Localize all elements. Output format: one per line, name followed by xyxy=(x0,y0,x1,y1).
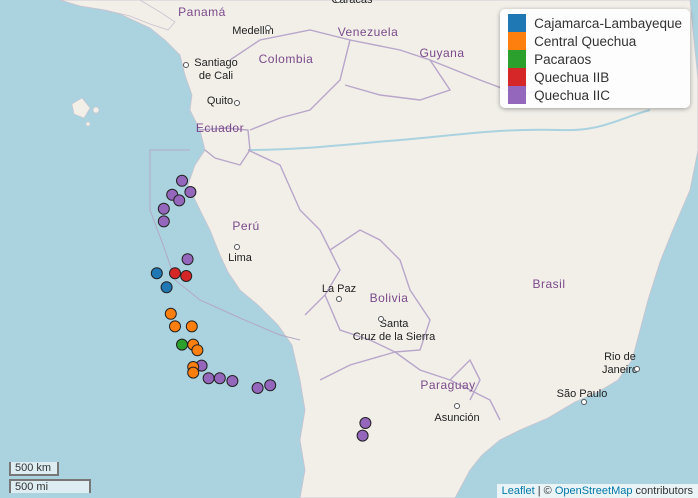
city-dot xyxy=(634,366,640,372)
city-label: Lima xyxy=(228,252,253,264)
scale-km: 500 km xyxy=(9,462,59,476)
legend-swatch xyxy=(508,32,527,50)
city-dot xyxy=(378,316,384,322)
city-dot xyxy=(234,244,240,250)
marker-central-quechua[interactable] xyxy=(191,344,204,357)
city-label: Asunción xyxy=(434,412,479,424)
legend-item: Quechua IIB xyxy=(508,68,682,86)
city-label: São Paulo xyxy=(557,388,608,400)
legend-item: Central Quechua xyxy=(508,32,682,50)
osm-link[interactable]: OpenStreetMap xyxy=(554,485,633,497)
country-label: Brasil xyxy=(532,277,565,291)
legend-label: Cajamarca-Lambayeque xyxy=(534,15,682,31)
city-dot xyxy=(265,25,271,31)
attribution: Leaflet | © OpenStreetMap contributors xyxy=(496,484,698,498)
legend-item: Cajamarca-Lambayeque xyxy=(508,14,682,32)
marker-quechua-iic[interactable] xyxy=(213,372,226,385)
city-label: Caracas xyxy=(332,0,373,6)
marker-quechua-iic[interactable] xyxy=(157,215,170,228)
city-dot xyxy=(336,296,342,302)
city-label: Quito xyxy=(207,95,233,107)
marker-quechua-iic[interactable] xyxy=(176,174,188,187)
marker-quechua-iic[interactable] xyxy=(359,417,372,429)
legend-swatch xyxy=(508,50,527,68)
marker-quechua-iic[interactable] xyxy=(184,186,197,198)
country-label: Bolivia xyxy=(370,291,409,305)
city-dot xyxy=(454,403,460,409)
marker-quechua-iib[interactable] xyxy=(169,267,181,280)
marker-quechua-iic[interactable] xyxy=(181,253,194,266)
amazon-river xyxy=(247,109,651,151)
continent-land xyxy=(89,0,698,498)
marker-quechua-iib[interactable] xyxy=(180,270,193,282)
attribution-separator: | © xyxy=(534,485,555,497)
marker-quechua-iic[interactable] xyxy=(226,375,239,387)
city-label: La Paz xyxy=(322,283,356,295)
legend-swatch xyxy=(508,14,527,32)
city-dot xyxy=(581,399,587,405)
marker-quechua-iic[interactable] xyxy=(356,429,369,442)
country-label: Venezuela xyxy=(338,25,399,39)
country-label: Panamá xyxy=(178,5,226,19)
city-dot xyxy=(183,62,189,68)
markers-layer xyxy=(150,174,372,442)
city-label: Medellín xyxy=(232,25,274,37)
marker-central-quechua[interactable] xyxy=(169,320,181,333)
city-dot xyxy=(234,100,240,106)
legend-item: Quechua IIC xyxy=(508,86,682,104)
marker-quechua-iic[interactable] xyxy=(251,382,264,394)
marker-cajamarca-lambayeque[interactable] xyxy=(160,281,173,294)
legend-label: Quechua IIC xyxy=(534,87,610,103)
country-label: Guyana xyxy=(419,46,464,60)
maritime-boundary xyxy=(149,149,301,341)
leaflet-link[interactable]: Leaflet xyxy=(501,485,535,497)
galapagos-islands xyxy=(71,97,100,127)
city-label: Rio de Janeiro xyxy=(602,351,638,376)
marker-quechua-iic[interactable] xyxy=(202,372,215,385)
country-label: Perú xyxy=(232,219,259,233)
marker-pacaraos[interactable] xyxy=(176,338,188,351)
attribution-suffix: contributors xyxy=(632,485,693,497)
marker-central-quechua[interactable] xyxy=(187,366,200,379)
legend-label: Central Quechua xyxy=(534,33,637,49)
scale-mi: 500 mi xyxy=(9,479,91,493)
legend-swatch xyxy=(508,68,527,86)
central-america-land xyxy=(59,0,176,31)
marker-central-quechua[interactable] xyxy=(164,307,177,320)
legend-label: Pacaraos xyxy=(534,51,592,67)
marker-quechua-iic[interactable] xyxy=(264,379,277,392)
city-dot xyxy=(335,0,341,3)
country-label: Paraguay xyxy=(420,378,475,392)
marker-quechua-iic[interactable] xyxy=(157,202,170,215)
marker-central-quechua[interactable] xyxy=(185,320,198,333)
country-label: Colombia xyxy=(259,52,314,66)
legend-item: Pacaraos xyxy=(508,50,682,68)
legend-label: Quechua IIB xyxy=(534,69,610,85)
legend-swatch xyxy=(508,86,527,104)
legend: Cajamarca-Lambayeque Central Quechua Pacar… xyxy=(500,9,690,108)
country-label: Ecuador xyxy=(196,121,244,135)
marker-cajamarca-lambayeque[interactable] xyxy=(150,267,163,280)
marker-quechua-iic[interactable] xyxy=(173,194,186,207)
city-label: Santa Cruz de la Sierra xyxy=(353,318,436,343)
city-label: Santiago de Cali xyxy=(194,57,237,82)
